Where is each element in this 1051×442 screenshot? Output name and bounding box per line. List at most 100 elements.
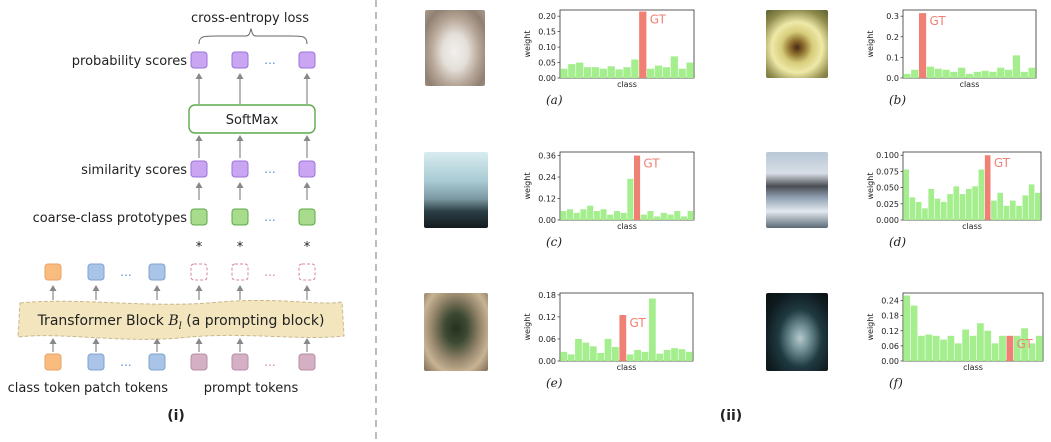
- output-prompt-token-3: [298, 263, 316, 281]
- probability-ellipsis: ...: [264, 53, 275, 67]
- arrow-softmax-to-prob-1-head: [195, 73, 203, 79]
- input-patch-ellipsis: ...: [120, 355, 131, 369]
- chart-frame-c: [559, 151, 695, 221]
- bar-e-10: [626, 354, 634, 361]
- bar-e-7: [604, 338, 612, 361]
- class-token-label: class token: [8, 381, 81, 396]
- bar-c-3: [573, 212, 580, 220]
- gt-bar-a-11: [639, 11, 647, 78]
- bar-a-5: [591, 67, 600, 78]
- bar-a-3: [576, 62, 584, 78]
- xlabel-a: class: [617, 80, 637, 89]
- input-patch-token-1: [87, 353, 105, 371]
- arrow-sim-to-softmax-1-head: [195, 135, 203, 141]
- bar-f-18: [1028, 343, 1036, 361]
- gt-bar-e-9: [619, 315, 627, 361]
- bar-f-12: [984, 330, 992, 361]
- ylabel-f: weight: [866, 314, 875, 341]
- ytick-label-e-2: 0.12: [538, 313, 556, 322]
- chart-c: GT 0.00 0.12 0.24 0.36 class weight (c): [523, 151, 695, 249]
- arrow-input-to-block-3-head: [153, 338, 161, 344]
- probability-scores-label: probability scores: [72, 54, 187, 69]
- bar-f-4: [925, 334, 933, 361]
- arrow-block-to-output-3-head: [153, 285, 161, 291]
- chart-d: GT 0.000 0.025 0.050 0.075 0.100 class weight (d…: [866, 151, 1042, 249]
- ytick-label-d-2: 0.050: [876, 184, 899, 193]
- bar-b-1: [903, 73, 911, 78]
- coarse-class-prototype-3: [298, 208, 316, 226]
- panel-label-ii: (ii): [720, 408, 742, 424]
- coarse-class-prototype-2: [231, 208, 249, 226]
- prototypes-ellipsis: ...: [264, 210, 275, 224]
- bar-c-9: [613, 211, 620, 220]
- bar-d-20: [1022, 195, 1029, 220]
- bar-f-14: [999, 335, 1006, 361]
- bar-e-5: [589, 346, 597, 361]
- bar-f-8: [954, 343, 962, 361]
- transformer-label-sub: l: [179, 321, 182, 332]
- bar-f-5: [932, 335, 940, 361]
- transformer-label-var: B: [167, 313, 178, 329]
- bar-d-1: [903, 169, 909, 220]
- bar-e-13: [648, 298, 656, 361]
- caption-c: (c): [546, 235, 562, 249]
- loss-brace: [198, 27, 308, 45]
- chart-b: GT 0.0 0.1 0.2 0.3 class weight (b): [866, 9, 1037, 107]
- bar-c-14: [647, 211, 654, 220]
- bar-d-15: [991, 200, 997, 220]
- probability-score-2: [231, 51, 249, 69]
- bar-d-22: [1035, 192, 1041, 220]
- bar-f-17: [1021, 328, 1028, 361]
- bar-d-6: [934, 198, 941, 220]
- bar-c-6: [593, 211, 600, 220]
- bar-f-6: [940, 339, 947, 361]
- bar-d-5: [928, 188, 935, 220]
- bar-d-3: [915, 201, 922, 220]
- bar-e-17: [678, 349, 686, 361]
- ytick-label-e-3: 0.18: [538, 291, 556, 300]
- bar-b-14: [1005, 69, 1013, 78]
- bar-a-2: [568, 64, 576, 78]
- bar-e-4: [582, 342, 590, 361]
- bar-e-8: [612, 347, 619, 361]
- bar-c-16: [660, 212, 667, 220]
- output-patch-token-2: [148, 263, 166, 281]
- ytick-label-b-0: 0.0: [886, 74, 899, 83]
- multiply-star-2: *: [237, 240, 244, 255]
- bar-c-13: [640, 214, 647, 220]
- transformer-label-prefix: Transformer Block: [37, 313, 169, 329]
- ytick-label-d-3: 0.075: [876, 167, 899, 176]
- bar-f-13: [991, 343, 999, 361]
- bar-c-7: [600, 209, 607, 220]
- bar-b-12: [989, 71, 997, 78]
- similarity-score-1: [190, 160, 208, 178]
- bar-c-11: [627, 178, 634, 220]
- gt-label-c: GT: [643, 157, 660, 171]
- ytick-label-a-3: 0.15: [538, 28, 556, 37]
- arrow-proto-to-sim-3-head: [303, 182, 311, 188]
- ytick-label-e-0: 0.00: [538, 357, 556, 366]
- bar-e-14: [656, 353, 664, 361]
- bar-f-10: [969, 335, 977, 361]
- arrow-input-to-block-2-head: [92, 338, 100, 344]
- chart-frame-e: [559, 292, 694, 362]
- ytick-label-f-0: 0.00: [881, 357, 899, 366]
- arrow-block-to-output-4-head: [195, 285, 203, 291]
- chart-a: GT 0.00 0.05 0.10 0.15 0.20 class weight (a): [523, 9, 695, 107]
- bar-e-15: [663, 349, 671, 361]
- output-patch-ellipsis: ...: [120, 265, 131, 279]
- xlabel-e: class: [617, 363, 637, 372]
- ytick-label-c-2: 0.24: [538, 173, 556, 182]
- bar-b-11: [981, 70, 989, 78]
- ytick-label-c-1: 0.12: [538, 195, 556, 204]
- bar-c-15: [654, 216, 661, 220]
- bar-c-4: [580, 209, 587, 220]
- chart-f: GT 0.00 0.06 0.12 0.18 0.24 class weight (f): [866, 292, 1044, 390]
- similarity-score-3: [298, 160, 316, 178]
- ylabel-a: weight: [523, 31, 532, 58]
- ytick-label-c-0: 0.00: [538, 216, 556, 225]
- arrow-proto-to-sim-2-head: [236, 182, 244, 188]
- chart-e: GT 0.00 0.06 0.12 0.18 class weight (e): [523, 291, 694, 390]
- ytick-label-a-1: 0.05: [538, 59, 556, 68]
- xlabel-f: class: [963, 363, 983, 372]
